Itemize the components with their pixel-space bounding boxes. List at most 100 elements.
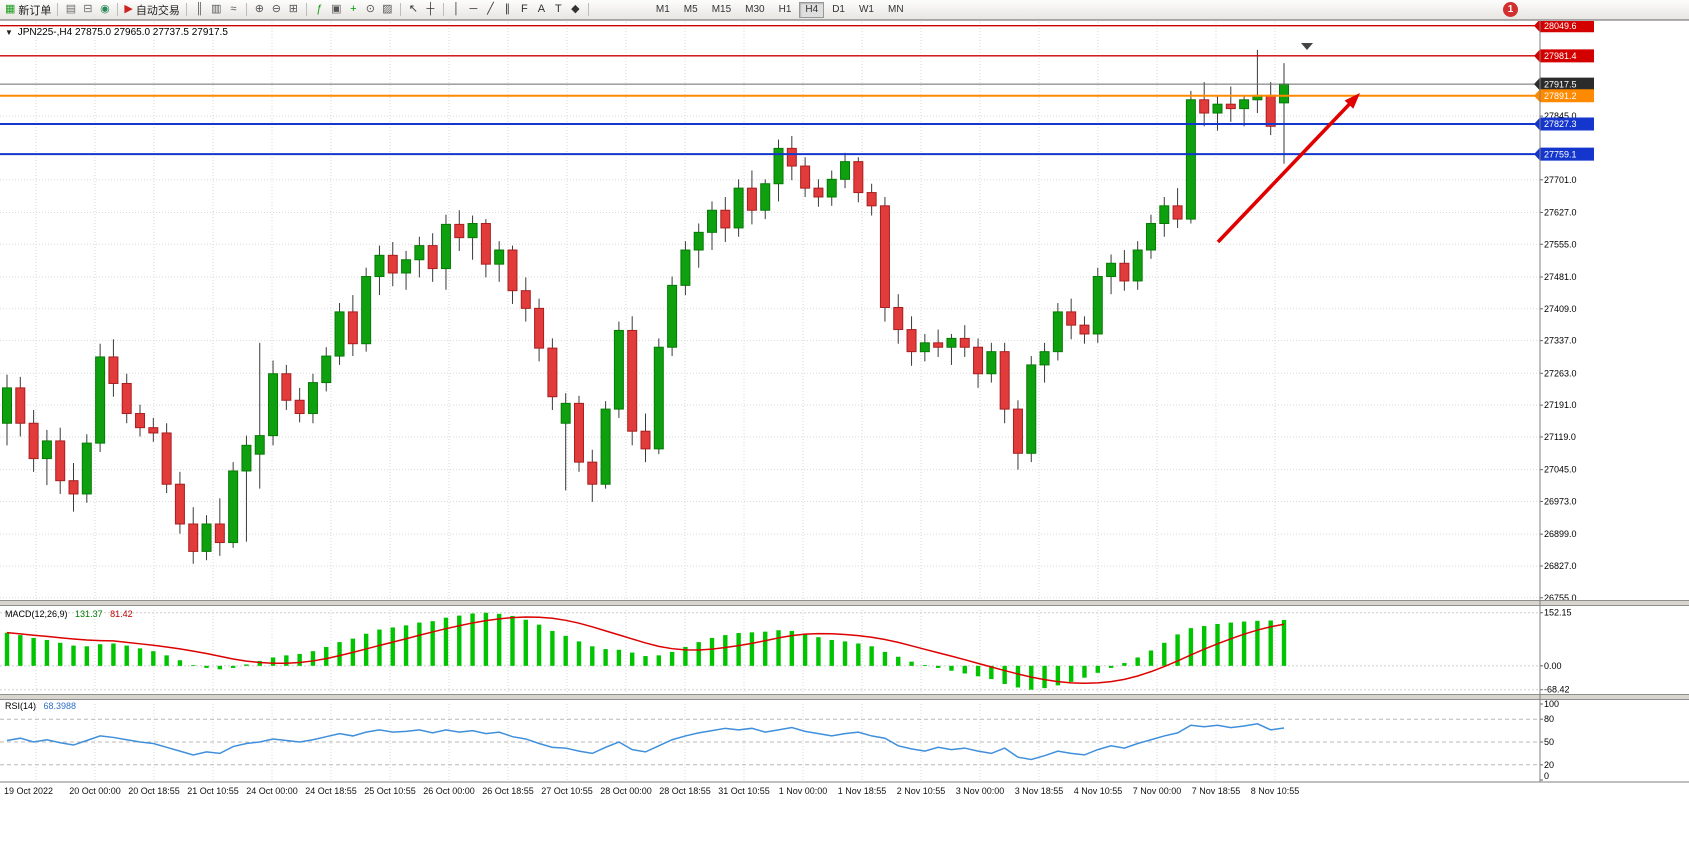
candle-body	[1066, 311, 1077, 326]
macd-histogram-bar	[204, 665, 209, 668]
macd-histogram-bar	[842, 641, 848, 666]
toolbar-separator	[305, 3, 307, 16]
macd-histogram-bar	[616, 649, 622, 666]
price-tick-label: 27481.0	[1544, 272, 1577, 282]
rsi-tick-label: 20	[1544, 760, 1554, 770]
price-line-badge	[1534, 89, 1594, 103]
candle-body	[560, 402, 571, 424]
candle-body	[587, 461, 598, 485]
macd-histogram-bar	[244, 664, 249, 666]
timeframe-m1-button[interactable]: M1	[650, 2, 676, 18]
candle-body	[121, 382, 132, 415]
chart-bars-button[interactable]: ║	[191, 1, 208, 18]
macd-histogram-bar	[802, 633, 808, 666]
rsi-name: RSI(14)	[5, 701, 37, 711]
chart-shift-marker[interactable]	[1301, 43, 1313, 50]
arrows-button[interactable]: ◆	[567, 1, 584, 18]
add-indicator-button[interactable]: +	[345, 1, 362, 18]
candle-body	[15, 387, 26, 424]
chart-line-button[interactable]: ≈	[225, 1, 242, 18]
macd-histogram-bar	[151, 651, 156, 666]
zoom-in-button[interactable]: ⊕	[251, 1, 268, 18]
macd-histogram-bar	[124, 645, 129, 666]
macd-histogram-bar	[363, 633, 369, 666]
candle-body	[613, 329, 624, 410]
macd-signal-value: 81.42	[110, 609, 133, 619]
symbol-collapse-icon[interactable]: ▼	[5, 28, 13, 37]
time-axis[interactable]	[0, 782, 1689, 804]
time-label: 25 Oct 10:55	[364, 786, 416, 796]
macd-histogram-bar	[1095, 665, 1100, 673]
macd-histogram-bar	[576, 641, 582, 666]
timeframe-m5-button[interactable]: M5	[678, 2, 704, 18]
chart-plot-area[interactable]	[0, 20, 1540, 600]
data-window-button[interactable]: ◉	[96, 1, 113, 18]
fibonacci-button[interactable]: F	[516, 1, 533, 18]
print-button[interactable]: ⊟	[79, 1, 96, 18]
candle-body	[879, 205, 890, 308]
candle-body	[55, 440, 66, 482]
macd-histogram-bar	[1188, 628, 1194, 666]
chart-window[interactable]: 26755.0 26827.0 26899.0 26973.0 27045.0 27119…	[0, 20, 1689, 864]
timeframe-w1-button[interactable]: W1	[853, 2, 880, 18]
cursor-button[interactable]: ↖	[405, 1, 422, 18]
autotrading-button[interactable]: ▶ 自动交易	[122, 1, 181, 18]
tile-windows-button[interactable]: ⊞	[285, 1, 302, 18]
candle-body	[840, 161, 851, 180]
rsi-tick-label: 0	[1544, 771, 1549, 781]
chart-symbol-label: JPN225-,H4	[17, 27, 73, 38]
trendline-button[interactable]: ╱	[482, 1, 499, 18]
new-order-button[interactable]: ▦ 新订单	[3, 1, 53, 18]
period-button[interactable]: ⊙	[362, 1, 379, 18]
macd-histogram-bar	[496, 613, 502, 666]
candle-body	[826, 178, 837, 198]
candle-body	[214, 523, 225, 544]
timeframe-h1-button[interactable]: H1	[773, 2, 798, 18]
candle-body	[760, 183, 771, 211]
candle-body	[467, 223, 478, 239]
horizontal-line-button[interactable]: ─	[465, 1, 482, 18]
candle-body	[281, 373, 292, 401]
price-tick-label: 27701.0	[1544, 175, 1577, 185]
panel-splitter[interactable]	[0, 600, 1689, 606]
text-button[interactable]: A	[533, 1, 550, 18]
price-axis[interactable]	[1540, 20, 1689, 782]
macd-histogram-bar	[776, 630, 781, 666]
indicators-button[interactable]: ƒ	[311, 1, 328, 18]
macd-histogram-bar	[284, 655, 289, 666]
candle-body	[534, 307, 545, 349]
zoom-out-button[interactable]: ⊖	[268, 1, 285, 18]
macd-histogram-bar	[510, 615, 515, 666]
candle-body	[1212, 103, 1223, 114]
objects-button[interactable]: ▣	[328, 1, 345, 18]
candle-body	[933, 342, 944, 348]
chart-properties-button[interactable]: ▨	[379, 1, 396, 18]
alerts-indicator[interactable]: 1	[1503, 2, 1518, 17]
timeframe-d1-button[interactable]: D1	[826, 2, 851, 18]
candle-body	[627, 329, 638, 432]
timeframe-m15-button[interactable]: M15	[706, 2, 737, 18]
time-label: 1 Nov 18:55	[838, 786, 887, 796]
chart-candles-button[interactable]: ▥	[208, 1, 225, 18]
trend-arrow[interactable]	[1216, 100, 1354, 244]
text-label-button[interactable]: T	[550, 1, 567, 18]
timeframe-m30-button[interactable]: M30	[739, 2, 770, 18]
panel-splitter[interactable]	[0, 694, 1689, 700]
candle-body	[786, 147, 797, 167]
time-label: 20 Oct 18:55	[128, 786, 180, 796]
vertical-line-button[interactable]: │	[448, 1, 465, 18]
candle-body	[520, 290, 531, 309]
candle-body	[148, 427, 159, 434]
charts-list-button[interactable]: ▤	[62, 1, 79, 18]
timeframe-mn-button[interactable]: MN	[882, 2, 910, 18]
crosshair-button[interactable]: ┼	[422, 1, 439, 18]
time-label: 3 Nov 18:55	[1015, 786, 1064, 796]
macd-histogram-bar	[58, 642, 63, 666]
candle-body	[919, 342, 930, 353]
macd-histogram-bar	[922, 665, 928, 666]
timeframe-h4-button[interactable]: H4	[799, 1, 825, 18]
macd-histogram-bar	[337, 642, 342, 666]
channel-button[interactable]: ∥	[499, 1, 516, 18]
candle-body	[28, 422, 39, 460]
candle-body	[241, 444, 252, 472]
